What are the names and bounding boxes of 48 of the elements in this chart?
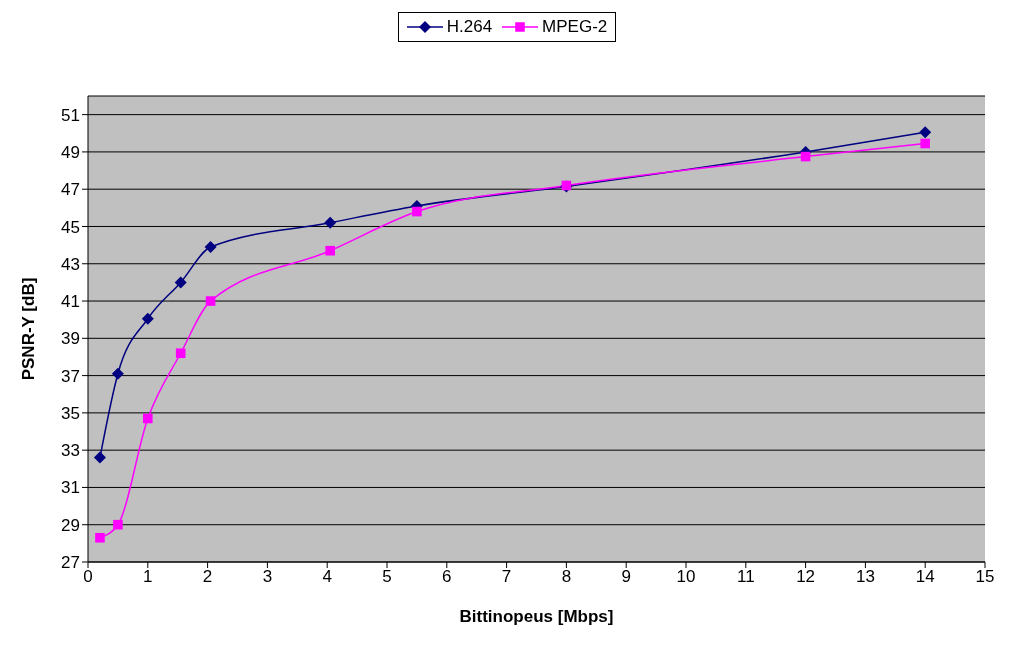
y-tick-label: 51 — [61, 105, 80, 125]
x-tick-label: 6 — [442, 567, 452, 587]
point — [324, 216, 337, 229]
x-tick-label: 7 — [501, 567, 512, 587]
point — [95, 532, 105, 543]
point — [412, 206, 422, 217]
point — [111, 367, 124, 380]
x-tick-label: 12 — [796, 567, 816, 587]
point — [113, 519, 123, 530]
x-tick-label: 11 — [736, 567, 755, 587]
y-tick-label: 39 — [61, 329, 80, 349]
x-tick-label: 14 — [915, 567, 935, 587]
x-tick-label: 15 — [975, 567, 995, 587]
y-tick-label: 27 — [61, 553, 80, 573]
y-tick-label: 41 — [61, 292, 80, 312]
point — [143, 413, 153, 424]
point — [920, 138, 930, 149]
y-axis-title: PSNR-Y [dB] — [19, 277, 39, 381]
x-axis-title: Bittinopeus [Mbps] — [459, 607, 614, 626]
x-tick-label: 13 — [855, 567, 875, 587]
x-tick-label: 0 — [83, 567, 93, 587]
x-tick-label: 2 — [202, 567, 213, 587]
point — [141, 312, 154, 325]
y-tick-label: 49 — [61, 142, 80, 162]
point — [204, 240, 217, 253]
point — [919, 126, 932, 139]
point — [175, 348, 186, 359]
point — [205, 296, 216, 306]
y-tick-label: 33 — [61, 441, 80, 461]
x-tick-label: 5 — [382, 567, 392, 587]
y-tick-label: 35 — [61, 403, 80, 423]
legend-label: H.264 — [446, 17, 493, 37]
point — [174, 276, 187, 289]
x-tick-label: 3 — [262, 567, 273, 587]
legend-label: MPEG-2 — [542, 17, 608, 37]
x-tick-label: 4 — [322, 567, 332, 587]
x-tick-label: 1 — [143, 567, 153, 587]
y-tick-label: 45 — [61, 217, 80, 237]
x-tick-label: 8 — [561, 567, 572, 587]
y-tick-label: 47 — [61, 180, 80, 200]
y-tick-label: 29 — [61, 515, 80, 535]
x-tick-label: 10 — [676, 567, 696, 587]
x-tick-label: 9 — [621, 567, 631, 587]
y-tick-label: 31 — [61, 478, 80, 498]
point — [93, 451, 106, 464]
y-tick-label: 37 — [61, 366, 80, 386]
y-tick-label: 43 — [61, 254, 80, 274]
point — [325, 245, 335, 256]
